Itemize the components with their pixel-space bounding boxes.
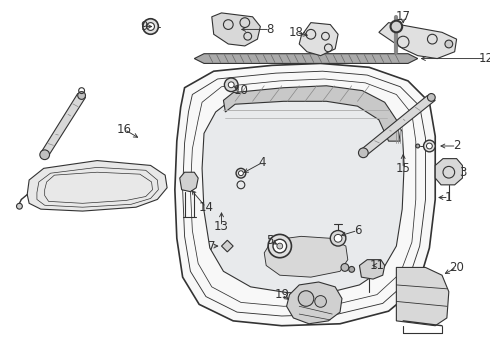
Text: 9: 9 — [140, 20, 147, 33]
Text: 2: 2 — [453, 139, 460, 153]
Polygon shape — [360, 95, 435, 155]
Text: 5: 5 — [267, 234, 274, 247]
Circle shape — [224, 78, 238, 91]
Text: 6: 6 — [354, 224, 361, 237]
Circle shape — [315, 296, 326, 307]
Polygon shape — [360, 260, 385, 279]
Polygon shape — [202, 91, 404, 293]
Circle shape — [143, 19, 158, 34]
Circle shape — [147, 23, 154, 30]
Text: 19: 19 — [274, 288, 289, 301]
Text: 8: 8 — [267, 23, 274, 36]
Circle shape — [427, 94, 435, 101]
Polygon shape — [223, 86, 400, 141]
Circle shape — [40, 150, 49, 159]
Circle shape — [228, 82, 234, 88]
Text: 10: 10 — [234, 84, 248, 97]
Polygon shape — [396, 267, 449, 326]
Polygon shape — [287, 282, 342, 324]
Text: 12: 12 — [478, 52, 490, 65]
Text: 17: 17 — [395, 10, 411, 23]
Text: 16: 16 — [117, 123, 132, 136]
Polygon shape — [180, 172, 198, 192]
Polygon shape — [175, 63, 435, 326]
Polygon shape — [212, 13, 260, 46]
Text: 11: 11 — [369, 259, 385, 272]
Circle shape — [349, 266, 355, 272]
Text: 7: 7 — [208, 239, 216, 253]
Polygon shape — [41, 94, 85, 156]
Polygon shape — [264, 237, 348, 277]
Circle shape — [277, 243, 283, 249]
Text: 13: 13 — [214, 220, 229, 233]
Circle shape — [17, 203, 23, 209]
Polygon shape — [221, 240, 233, 252]
Circle shape — [445, 40, 453, 48]
Circle shape — [298, 291, 314, 306]
Polygon shape — [195, 54, 418, 63]
Circle shape — [341, 264, 349, 271]
Circle shape — [330, 230, 346, 246]
Circle shape — [268, 234, 292, 258]
Circle shape — [423, 140, 435, 152]
Text: 20: 20 — [449, 261, 464, 274]
Polygon shape — [27, 161, 167, 211]
Circle shape — [359, 148, 368, 158]
Circle shape — [391, 21, 402, 32]
Text: 1: 1 — [445, 191, 453, 204]
Text: 14: 14 — [198, 201, 214, 214]
Circle shape — [273, 239, 287, 253]
Text: 15: 15 — [396, 162, 411, 175]
Polygon shape — [379, 23, 457, 59]
Circle shape — [426, 143, 432, 149]
Text: 3: 3 — [459, 166, 466, 179]
Text: 4: 4 — [259, 156, 266, 169]
Polygon shape — [299, 23, 338, 56]
Polygon shape — [435, 159, 463, 185]
Circle shape — [236, 168, 246, 178]
Circle shape — [334, 234, 342, 242]
Circle shape — [239, 171, 244, 176]
Text: 18: 18 — [289, 26, 304, 39]
Circle shape — [416, 144, 419, 148]
Circle shape — [78, 91, 85, 99]
